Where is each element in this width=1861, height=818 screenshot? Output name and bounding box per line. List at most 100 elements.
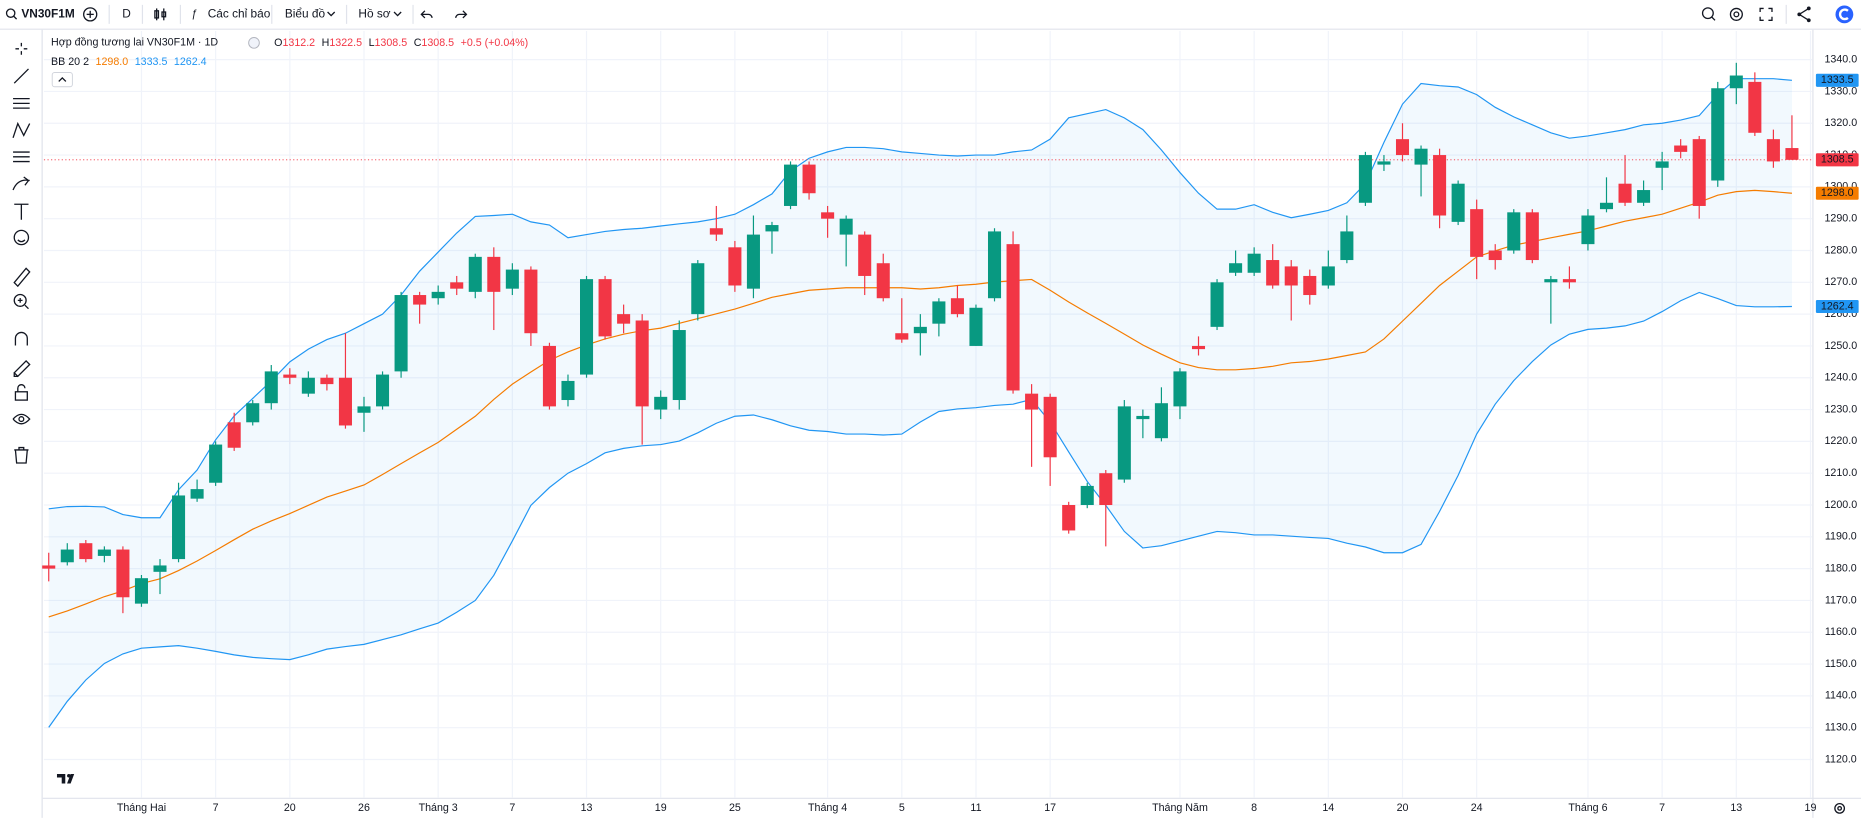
indicators-button[interactable]: Các chỉ báo [208, 7, 271, 21]
candle-body [301, 377, 315, 394]
candle-body [1340, 231, 1354, 261]
candle-body [1284, 266, 1298, 286]
emoji-tool[interactable] [13, 229, 30, 246]
chart-style[interactable] [154, 8, 167, 21]
candle-body [802, 164, 816, 194]
chevron [327, 11, 336, 17]
price-box-label: 1308.5 [1821, 154, 1854, 166]
ohlc-key: C [414, 37, 422, 49]
visibility-tool[interactable] [12, 413, 31, 425]
x-tick-label: 8 [1251, 802, 1257, 814]
candle-body [728, 247, 742, 286]
ohlc-change: +0.5 (+0.04%) [461, 37, 529, 49]
indicator-value: 1262.4 [174, 56, 207, 68]
trend-line-tool[interactable] [13, 68, 29, 84]
legend: Hợp đồng tương lai VN30F1M · 1D O1312.2 … [51, 37, 529, 88]
candle-body [116, 549, 130, 598]
candle-body [1210, 282, 1224, 327]
candle-body [1562, 279, 1576, 283]
y-tick-label: 1170.0 [1825, 594, 1857, 606]
candle-body [1544, 279, 1558, 283]
candle-body [505, 269, 519, 289]
emoji-tool [17, 239, 26, 243]
zoom-icon[interactable] [1701, 7, 1714, 20]
x-tick-label: 14 [1322, 802, 1334, 814]
eye-button[interactable] [248, 37, 260, 49]
settings-icon[interactable] [1729, 7, 1743, 21]
chart-title: Hợp đồng tương lai VN30F1M · 1D [51, 37, 218, 49]
candle-body [1154, 403, 1168, 439]
candle-body [1266, 260, 1280, 286]
lock-tool [17, 384, 26, 392]
x-tick-label: Tháng 3 [419, 802, 458, 814]
candle-body [1470, 209, 1484, 257]
candle-body [1080, 485, 1094, 506]
candle-body [950, 298, 964, 315]
zoom-tool[interactable] [13, 293, 27, 307]
ohlc-value: 1308.5 [375, 37, 408, 49]
candle-body [1748, 81, 1762, 133]
candle-body [1637, 190, 1651, 203]
pattern-tool[interactable] [12, 121, 31, 139]
visibility-tool [18, 416, 25, 423]
undo[interactable] [420, 10, 433, 19]
x-tick-label: 11 [970, 802, 981, 814]
symbol-search[interactable]: VN30F1M [5, 7, 75, 21]
candle-body [1247, 253, 1261, 273]
fib-tool[interactable] [13, 97, 30, 109]
ruler-tool[interactable] [13, 267, 31, 288]
candle-body [1507, 212, 1521, 251]
y-tick-label: 1140.0 [1825, 690, 1857, 702]
fullscreen-icon[interactable] [1759, 7, 1773, 21]
prediction-tool[interactable] [13, 151, 30, 163]
search-icon [13, 15, 18, 20]
candle-body [1377, 161, 1391, 165]
tv-logo [56, 773, 75, 784]
ohlc-value: 1312.2 [282, 37, 315, 49]
interval[interactable]: D [122, 7, 131, 21]
candle-body [79, 543, 93, 560]
candle-body [1303, 275, 1317, 296]
redo[interactable] [455, 10, 468, 19]
crosshair-tool[interactable] [15, 42, 28, 55]
candle-body [1043, 396, 1057, 458]
candle-body [1025, 393, 1039, 410]
candle-body [839, 218, 853, 235]
ohlc-value: 1322.5 [329, 37, 362, 49]
candle-body [468, 256, 482, 292]
y-tick-label: 1220.0 [1824, 435, 1857, 447]
candle-body [1321, 266, 1335, 286]
axis-settings[interactable] [1834, 802, 1846, 814]
drawing-mode-tool[interactable] [13, 360, 31, 378]
magnet-tool[interactable] [14, 331, 28, 346]
delete-tool[interactable] [14, 446, 29, 464]
x-tick-label: 7 [1659, 802, 1665, 814]
candle-body [172, 495, 186, 560]
candle-body [858, 234, 872, 276]
y-tick-label: 1120.0 [1825, 753, 1857, 765]
candle-body [1395, 139, 1410, 156]
app-logo[interactable] [1835, 5, 1854, 24]
chart-menu[interactable]: Biểu đồ [285, 7, 326, 21]
candle-body [635, 320, 649, 407]
text-tool[interactable] [14, 203, 29, 220]
profile-menu[interactable]: Hồ sơ [358, 7, 390, 21]
candle-body [1358, 155, 1372, 203]
x-tick-label: Tháng 6 [1568, 802, 1607, 814]
collapse-legend[interactable] [51, 72, 73, 88]
fx-icon[interactable]: ƒ [191, 8, 197, 20]
candle-body [1488, 250, 1502, 261]
x-tick-label: 7 [213, 802, 219, 814]
x-tick-label: 26 [358, 802, 370, 814]
lock-tool[interactable] [14, 391, 28, 401]
symbol[interactable]: VN30F1M [21, 7, 75, 21]
settings-corner[interactable] [1834, 802, 1846, 814]
x-tick-label: 5 [899, 802, 905, 814]
add-symbol[interactable] [83, 7, 98, 22]
brush-tool[interactable] [12, 176, 30, 191]
candle-body [209, 444, 223, 483]
candle-body [1618, 183, 1632, 203]
chevron [393, 11, 402, 17]
candle-body [1766, 139, 1780, 162]
